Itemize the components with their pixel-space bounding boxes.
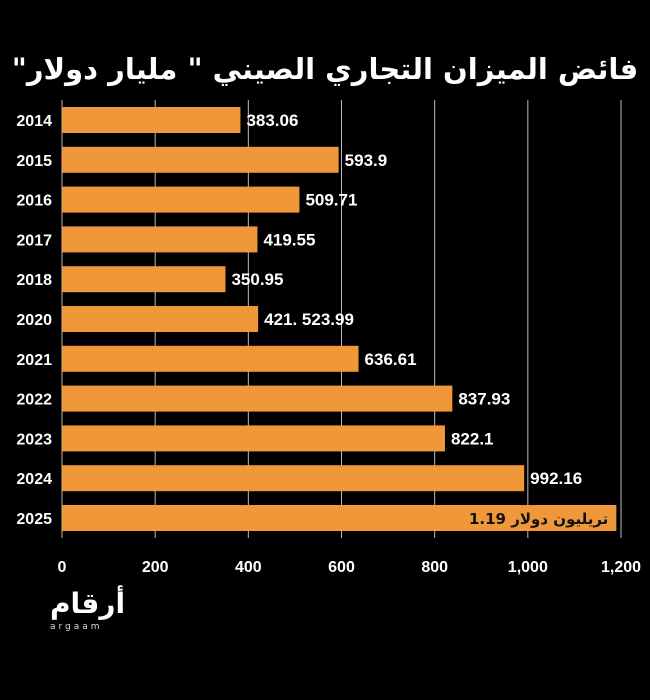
data-label: 419.55 <box>263 230 315 249</box>
bar <box>62 306 259 332</box>
bar <box>62 465 525 492</box>
data-label: 992.16 <box>530 469 582 488</box>
bar <box>62 107 241 133</box>
logo-latin: argaam <box>50 622 103 632</box>
x-tick-label: 200 <box>142 559 169 576</box>
data-label: 593.9 <box>345 151 388 170</box>
y-tick-label: 2014 <box>16 113 52 130</box>
data-label: 1.19 تريليون دولار <box>469 510 608 528</box>
chart-title: فائض الميزان التجاري الصيني " مليار دولا… <box>11 52 639 86</box>
bar <box>62 146 339 173</box>
data-label: 509.71 <box>305 191 357 210</box>
bar <box>62 345 359 372</box>
data-label: 383.06 <box>246 111 298 130</box>
data-label: 350.95 <box>231 270 283 289</box>
y-tick-label: 2021 <box>16 352 52 369</box>
bar <box>62 186 300 213</box>
bar <box>62 425 445 452</box>
bar <box>62 505 617 531</box>
y-tick-label: 2022 <box>16 392 52 409</box>
y-tick-label: 2023 <box>16 431 52 448</box>
bar <box>62 226 258 253</box>
data-label: 421. 523.99 <box>264 310 354 329</box>
y-tick-label: 2020 <box>16 312 52 329</box>
y-tick-label: 2025 <box>16 511 52 528</box>
bar <box>62 385 453 412</box>
y-tick-label: 2018 <box>16 272 52 289</box>
x-tick-label: 400 <box>235 559 262 576</box>
x-tick-label: 800 <box>421 559 448 576</box>
x-tick-label: 0 <box>58 559 67 576</box>
data-label: 636.61 <box>365 350 417 369</box>
x-tick-label: 1,200 <box>601 559 641 576</box>
x-tick-label: 1,000 <box>508 559 548 576</box>
y-tick-label: 2017 <box>16 232 52 249</box>
data-label: 837.93 <box>458 390 510 409</box>
bar <box>62 266 226 293</box>
logo-arabic: أرقام <box>50 587 126 620</box>
x-tick-label: 600 <box>328 559 355 576</box>
y-tick-label: 2016 <box>16 193 52 210</box>
y-tick-label: 2015 <box>16 153 52 170</box>
argaam-logo: أرقام argaam <box>50 588 125 633</box>
data-label: 822.1 <box>451 429 494 448</box>
y-tick-label: 2024 <box>16 471 52 488</box>
